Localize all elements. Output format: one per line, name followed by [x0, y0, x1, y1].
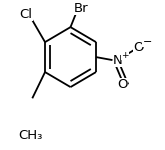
Text: −: − — [142, 37, 152, 47]
Text: N: N — [113, 54, 123, 67]
Text: O: O — [133, 41, 144, 54]
Text: Cl: Cl — [20, 8, 33, 21]
Text: CH₃: CH₃ — [18, 129, 42, 142]
Text: O: O — [118, 78, 128, 91]
Text: +: + — [121, 51, 129, 60]
Text: Br: Br — [74, 2, 88, 15]
